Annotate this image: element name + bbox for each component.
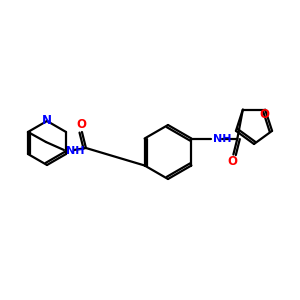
Text: NH: NH <box>66 146 84 156</box>
Text: O: O <box>76 118 86 131</box>
Text: O: O <box>259 108 269 121</box>
Text: NH: NH <box>213 134 232 143</box>
Text: N: N <box>42 113 52 127</box>
Text: O: O <box>227 155 237 168</box>
